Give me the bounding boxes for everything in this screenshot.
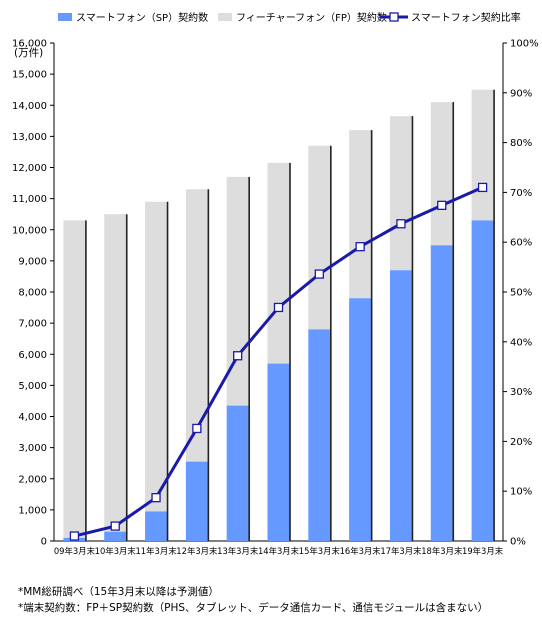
legend-swatch-sp [58,13,72,21]
bar-fp [389,116,412,271]
x-tick-label: 09年3月末 [54,546,96,556]
ratio-point [355,242,365,252]
y-tick-label-left: 14,000 [12,101,47,112]
ratio-point [233,351,243,361]
x-tick-label: 17年3月末 [380,546,422,556]
y-tick-label-left: 2,000 [18,474,47,485]
y-tick-label-right: 0% [510,537,526,548]
unit-label: (万件) [14,47,43,59]
bar-sp [145,511,168,541]
ratio-point [192,423,202,434]
ratio-point [273,302,284,313]
bar-fp [308,145,331,330]
x-tick-label: 15年3月末 [299,546,341,556]
y-tick-label-left: 6,000 [18,350,47,361]
bar-fp [185,189,208,462]
y-tick-label-right: 50% [510,288,532,299]
x-tick-label: 10年3月末 [95,546,137,556]
bar-sp [471,220,494,541]
ratio-point [110,521,120,531]
y-tick-label-left: 9,000 [18,256,47,267]
ratio-point [437,200,447,210]
bar-fp [145,201,168,512]
y-tick-label-left: 13,000 [12,132,47,143]
bar-fp [471,89,494,221]
ratio-point [151,493,161,503]
y-tick-label-left: 7,000 [18,319,47,330]
ratio-point [477,182,488,193]
y-tick-label-left: 16,000 [12,39,47,50]
legend: スマートフォン（SP）契約数 フィーチャーフォン（FP）契約数 スマートフォン契約比… [58,11,521,24]
legend-label-ratio: スマートフォン契約比率 [411,11,521,24]
ratio-point [69,531,80,541]
x-tick-label: 11年3月末 [135,546,177,556]
y-tick-label-left: 3,000 [18,443,47,454]
y-tick-label-right: 10% [510,487,532,498]
bar-fp [349,130,372,299]
x-tick-label: 14年3月末 [258,546,300,556]
y-tick-label-right: 60% [510,238,532,249]
bar-sp [430,245,453,541]
bar-sp [308,329,331,541]
y-tick-label-left: 8,000 [18,288,47,299]
y-tick-label-left: 5,000 [18,381,47,392]
bar-sp [389,270,412,541]
bar-sp [267,363,290,541]
bar-sp [104,531,127,541]
x-tick-label: 18年3月末 [421,546,463,556]
y-tick-label-right: 20% [510,437,532,448]
y-tick-label-right: 70% [510,188,532,199]
ratio-point [396,219,406,229]
y-tick-label-left: 10,000 [12,225,47,236]
y-tick-label-right: 100% [510,39,539,50]
legend-swatch-fp [218,13,232,21]
y-tick-label-right: 80% [510,138,532,149]
x-tick-label: 13年3月末 [217,546,259,556]
y-tick-label-right: 40% [510,337,532,348]
x-tick-label: 12年3月末 [176,546,218,556]
legend-label-sp: スマートフォン（SP）契約数 [76,11,208,24]
legend-label-fp: フィーチャーフォン（FP）契約数 [236,11,387,24]
bar-fp [63,220,86,538]
note-definition: *端末契約数：FP＋SP契約数（PHS、タブレット、データ通信カード、通信モジュ… [18,602,489,614]
x-tick-label: 19年3月末 [462,546,504,556]
legend-marker-ratio [389,12,399,22]
axes: 0 1,000 2,000 3,000 4,000 5,000 6,000 7,000 8,00… [12,39,539,557]
ratio-line [69,182,488,541]
y-tick-label-left: 11,000 [12,194,47,205]
note-source: *MM総研調べ（15年3月末以降は予測値） [18,586,219,598]
bars [63,89,495,541]
bar-fp [104,214,127,532]
x-tick-label: 16年3月末 [340,546,382,556]
y-tick-label-left: 12,000 [12,163,47,174]
y-tick-label-right: 30% [510,387,532,398]
ratio-point [314,269,324,279]
bar-sp [349,298,372,541]
y-tick-label-right: 90% [510,88,532,99]
y-tick-label-left: 4,000 [18,412,47,423]
y-tick-label-left: 1,000 [18,505,47,516]
bar-fp [430,102,453,246]
bar-sp [226,405,249,541]
bar-fp [267,162,290,364]
y-tick-label-left: 15,000 [12,70,47,81]
bar-sp [185,461,208,541]
chart: スマートフォン（SP）契約数 フィーチャーフォン（FP）契約数 スマートフォン契約比… [12,11,539,557]
y-tick-label-left: 0 [41,537,47,548]
